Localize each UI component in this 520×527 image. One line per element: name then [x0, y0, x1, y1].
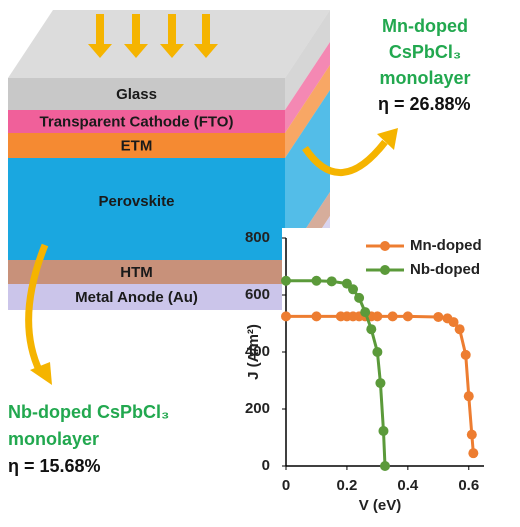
y-tick-label: 200 [245, 400, 270, 417]
x-tick-label: 0 [282, 477, 290, 494]
data-point [378, 425, 389, 436]
layer-side [285, 42, 330, 133]
data-point [463, 391, 474, 402]
curved-arrows [25, 139, 388, 374]
chart: 0 200 400 600 800 0 0.2 0.4 0.6 V (eV) J (A/m²) Mn-… [245, 229, 484, 514]
layer-label: Metal Anode (Au) [75, 289, 198, 306]
light-arrows [88, 14, 218, 58]
data-point [372, 347, 383, 357]
annotation: Mn-doped [382, 16, 468, 36]
device-stack: Glass Transparent Cathode (FTO) ETM Perovsk… [8, 10, 330, 310]
x-axis-label: V (eV) [359, 497, 402, 514]
layer-label: Glass [116, 86, 157, 103]
y-tick-label: 400 [245, 343, 270, 360]
data-point [360, 307, 371, 318]
annotation: monolayer [8, 429, 99, 449]
data-point [433, 311, 444, 322]
legend-label: Mn-doped [410, 237, 482, 254]
data-point [326, 276, 337, 287]
annotation: CsPbCl₃ [389, 42, 461, 62]
efficiency: η = 15.68% [8, 456, 101, 476]
legend-label: Nb-doped [410, 261, 480, 278]
layer-side [285, 65, 330, 158]
layer [8, 133, 285, 158]
data-point [402, 311, 413, 322]
data-point [448, 317, 459, 328]
layer-label: Transparent Cathode (FTO) [40, 113, 234, 130]
efficiency: η = 26.88% [378, 94, 471, 114]
y-axis-label: J (A/m²) [245, 324, 262, 380]
data-point [460, 349, 471, 360]
y-tick-label: 800 [245, 229, 270, 246]
arrow-head [30, 362, 52, 385]
y-tick-label: 0 [262, 457, 270, 474]
data-point [372, 311, 383, 322]
layer-label: HTM [120, 264, 153, 281]
data-point [454, 324, 465, 335]
y-tick-label: 600 [245, 286, 270, 303]
data-point [354, 292, 365, 303]
data-point [380, 461, 390, 471]
data-point [281, 275, 291, 286]
legend-marker [380, 265, 390, 275]
data-point [311, 311, 322, 322]
x-tick-label: 0.6 [458, 477, 479, 494]
data-point [281, 311, 291, 322]
layer-side [285, 10, 330, 110]
data-point [387, 311, 398, 322]
annotation: Nb-doped CsPbCl₃ [8, 402, 169, 422]
x-tick-label: 0.2 [336, 477, 357, 494]
legend-marker [380, 241, 390, 251]
annotation: monolayer [379, 68, 470, 88]
data-point [348, 284, 359, 295]
data-point [468, 448, 479, 459]
layer-label: ETM [121, 137, 153, 154]
x-tick-label: 0.4 [397, 477, 419, 494]
layer [8, 260, 285, 284]
data-point [375, 378, 386, 389]
data-point [311, 275, 322, 286]
layer [8, 284, 285, 310]
data-point [466, 429, 477, 440]
layer [8, 110, 285, 133]
layer [8, 158, 285, 260]
layer [8, 78, 285, 110]
data-point [366, 324, 377, 335]
arrow-head [377, 128, 398, 150]
layer-side [285, 90, 330, 260]
layer-label: Perovskite [99, 193, 175, 210]
